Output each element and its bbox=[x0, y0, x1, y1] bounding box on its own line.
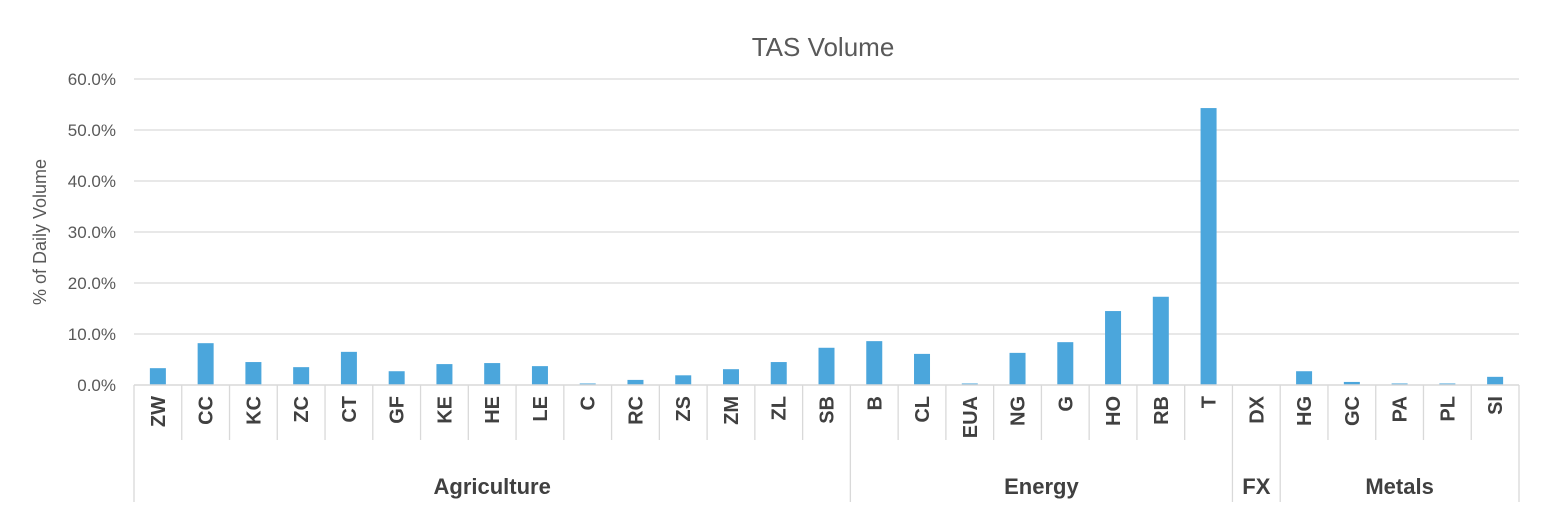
bar-rb bbox=[1152, 296, 1169, 385]
x-tick-label: LE bbox=[530, 396, 552, 422]
bar-zc bbox=[293, 367, 310, 385]
group-label: Agriculture bbox=[434, 474, 551, 499]
bar-pa bbox=[1391, 383, 1408, 385]
y-axis-ticks: 0.0% 10.0% 20.0% 30.0% 40.0% 50.0% 60.0% bbox=[68, 70, 116, 395]
bar-rc bbox=[627, 379, 644, 385]
bar-ho bbox=[1105, 311, 1122, 385]
x-tick-label: CT bbox=[339, 396, 361, 423]
bar-le bbox=[531, 366, 548, 385]
y-tick-label: 30.0% bbox=[68, 223, 116, 242]
x-tick-label: SB bbox=[817, 396, 839, 424]
y-tick-label: 50.0% bbox=[68, 121, 116, 140]
group-label: Metals bbox=[1365, 474, 1433, 499]
y-tick-label: 20.0% bbox=[68, 274, 116, 293]
bars bbox=[149, 108, 1504, 385]
category-groups: Agriculture Energy FX Metals bbox=[434, 474, 1434, 499]
chart-title: TAS Volume bbox=[752, 32, 895, 62]
x-tick-label: PL bbox=[1437, 396, 1459, 422]
bar-kc bbox=[245, 362, 262, 385]
x-tick-label: HO bbox=[1103, 396, 1125, 426]
x-tick-label: T bbox=[1199, 396, 1221, 408]
x-tick-label: CL bbox=[912, 396, 934, 423]
x-tick-label: ZC bbox=[291, 396, 313, 423]
x-tick-label: KE bbox=[434, 396, 456, 424]
x-tick-label: DX bbox=[1246, 395, 1268, 423]
y-tick-label: 40.0% bbox=[68, 172, 116, 191]
y-axis-label: % of Daily Volume bbox=[30, 159, 50, 305]
x-tick-label: G bbox=[1055, 396, 1077, 412]
x-axis-ticks: ZW CC KC ZC CT GF KE HE LE C RC ZS ZM ZL SB B CL EUA NG G HO… bbox=[148, 395, 1507, 438]
bar-c bbox=[579, 383, 596, 385]
bar-ke bbox=[436, 364, 453, 385]
bar-gc bbox=[1343, 381, 1360, 385]
group-label: Energy bbox=[1004, 474, 1079, 499]
x-axis bbox=[133, 384, 1520, 502]
bar-sb bbox=[818, 347, 835, 385]
bar-b bbox=[866, 341, 883, 385]
x-tick-label: KC bbox=[243, 396, 265, 425]
y-tick-label: 60.0% bbox=[68, 70, 116, 89]
x-tick-label: ZS bbox=[673, 396, 695, 422]
bar-zm bbox=[722, 369, 739, 385]
y-tick-label: 0.0% bbox=[77, 376, 116, 395]
bar-cl bbox=[914, 353, 931, 385]
gridlines bbox=[134, 78, 1519, 335]
x-tick-label: SI bbox=[1485, 396, 1507, 415]
x-tick-label: GF bbox=[387, 396, 409, 424]
x-tick-label: ZW bbox=[148, 396, 170, 427]
bar-hg bbox=[1296, 371, 1313, 385]
x-tick-label: HE bbox=[482, 396, 504, 424]
bar-ct bbox=[340, 351, 357, 385]
x-tick-label: RB bbox=[1151, 396, 1173, 425]
bar-cc bbox=[197, 343, 214, 385]
x-tick-label: EUA bbox=[960, 396, 982, 438]
bar-t bbox=[1200, 108, 1217, 385]
bar-g bbox=[1057, 342, 1074, 385]
x-tick-label: ZL bbox=[769, 396, 791, 420]
x-tick-label: GC bbox=[1342, 396, 1364, 426]
x-tick-label: RC bbox=[625, 396, 647, 425]
bar-zs bbox=[675, 375, 692, 385]
group-label: FX bbox=[1242, 474, 1270, 499]
x-tick-label: B bbox=[864, 396, 886, 410]
x-tick-label: NG bbox=[1008, 396, 1030, 426]
bar-zl bbox=[770, 362, 787, 385]
x-tick-label: HG bbox=[1294, 396, 1316, 426]
y-tick-label: 10.0% bbox=[68, 325, 116, 344]
x-tick-label: C bbox=[578, 396, 600, 410]
bar-ng bbox=[1009, 352, 1026, 385]
x-tick-label: PA bbox=[1390, 396, 1412, 422]
bar-eua bbox=[961, 383, 978, 385]
bar-zw bbox=[149, 368, 166, 385]
x-tick-label: ZM bbox=[721, 396, 743, 425]
bar-si bbox=[1487, 376, 1504, 385]
x-tick-label: CC bbox=[196, 396, 218, 425]
bar-pl bbox=[1439, 383, 1456, 385]
bar-he bbox=[484, 363, 501, 385]
bar-gf bbox=[388, 371, 405, 385]
